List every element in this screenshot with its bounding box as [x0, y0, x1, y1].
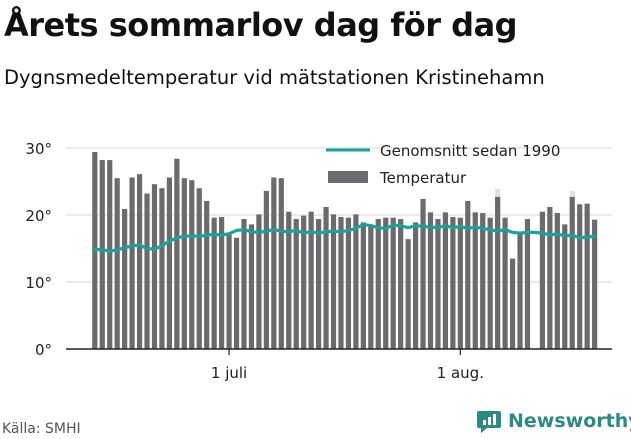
x-tick-label: 1 aug. — [437, 364, 484, 382]
temperature-bar — [592, 219, 598, 349]
temperature-bar — [278, 178, 284, 349]
temperature-bar — [360, 222, 366, 349]
temperature-bar — [420, 198, 426, 349]
temperature-bar — [509, 258, 516, 349]
temperature-bar — [256, 214, 262, 349]
newsworthy-logo-icon — [477, 411, 501, 433]
temperature-bar — [502, 217, 508, 349]
temperature-bar — [375, 219, 381, 349]
temperature-bar — [554, 212, 560, 349]
chart-subtitle: Dygnsmedeltemperatur vid mätstationen Kr… — [4, 66, 545, 89]
temperature-bar — [204, 200, 210, 349]
temperature-bar — [226, 232, 232, 349]
x-tick-label: 1 juli — [211, 364, 247, 382]
temperature-bar — [159, 188, 165, 349]
temperature-bar — [442, 212, 449, 349]
legend: Genomsnitt sedan 1990 Temperatur — [326, 142, 560, 187]
temperature-bar — [495, 196, 501, 349]
legend-bar-swatch — [328, 171, 368, 183]
temperature-bar — [166, 177, 172, 349]
temperature-bar — [151, 184, 158, 349]
temperature-bar — [345, 217, 352, 349]
temperature-bar — [129, 177, 135, 349]
temperature-bar — [480, 212, 486, 349]
temperature-bar — [99, 160, 105, 349]
temperature-bar — [368, 224, 374, 349]
temperature-bar — [539, 211, 545, 349]
temperature-bar — [263, 190, 269, 349]
temperature-bar — [450, 217, 456, 349]
temperature-bar — [241, 219, 247, 349]
temperature-bar — [323, 206, 329, 349]
temperature-bars — [92, 152, 598, 349]
temperature-bar — [189, 180, 195, 349]
temperature-bar — [427, 212, 434, 349]
temperature-bar — [144, 193, 150, 349]
temperature-bar — [316, 219, 322, 349]
temperature-bar — [330, 214, 337, 349]
temperature-bar — [174, 158, 180, 349]
y-tick-label: 0° — [35, 341, 52, 359]
temperature-bar — [487, 217, 493, 349]
temperature-bar — [547, 206, 553, 349]
temperature-bar — [517, 231, 523, 349]
temperature-bar — [412, 222, 419, 349]
temperature-bar — [248, 224, 255, 349]
temperature-bar — [271, 177, 277, 349]
y-tick-label: 30° — [25, 140, 52, 158]
temperature-bar — [435, 219, 441, 349]
average-line — [93, 222, 597, 253]
temperature-bar — [211, 217, 217, 349]
temperature-bar — [233, 237, 240, 349]
temperature-bar — [286, 211, 292, 349]
newsworthy-brand: Newsworthy — [476, 408, 631, 434]
temperature-bar — [136, 174, 143, 349]
y-axis: 0° 10° 20° 30° — [25, 140, 52, 359]
temperature-bar — [390, 217, 396, 349]
legend-label-temperature: Temperatur — [379, 169, 467, 187]
temperature-bar — [398, 219, 404, 349]
temperature-bar — [107, 160, 113, 349]
temperature-bar — [181, 178, 187, 349]
legend-label-average: Genomsnitt sedan 1990 — [380, 142, 560, 160]
temperature-bar — [196, 188, 202, 349]
temperature-bar — [383, 217, 389, 349]
temperature-bar — [405, 239, 411, 349]
temperature-bar — [569, 196, 575, 349]
chart-title: Årets sommarlov dag för dag — [4, 6, 518, 44]
temperature-bar — [353, 214, 359, 349]
temperature-bar — [122, 208, 128, 349]
brand-name: Newsworthy — [508, 410, 631, 432]
temperature-bar — [472, 212, 478, 349]
source-note: Källa: SMHI — [2, 421, 81, 437]
temperature-bar — [577, 204, 583, 349]
temperature-bar — [524, 219, 531, 349]
temperature-bar — [457, 217, 463, 349]
temperature-bar — [338, 217, 344, 349]
temperature-bar — [308, 211, 314, 349]
temperature-bar — [114, 178, 120, 349]
x-axis: 1 juli 1 aug. — [211, 349, 484, 382]
temperature-bar — [293, 219, 299, 349]
temperature-bar — [465, 200, 471, 349]
temperature-bar — [562, 224, 568, 349]
temperature-bar — [301, 215, 307, 349]
temperature-bar — [584, 203, 590, 349]
y-tick-label: 20° — [25, 207, 52, 225]
temperature-bar — [219, 217, 225, 349]
y-tick-label: 10° — [25, 274, 52, 292]
